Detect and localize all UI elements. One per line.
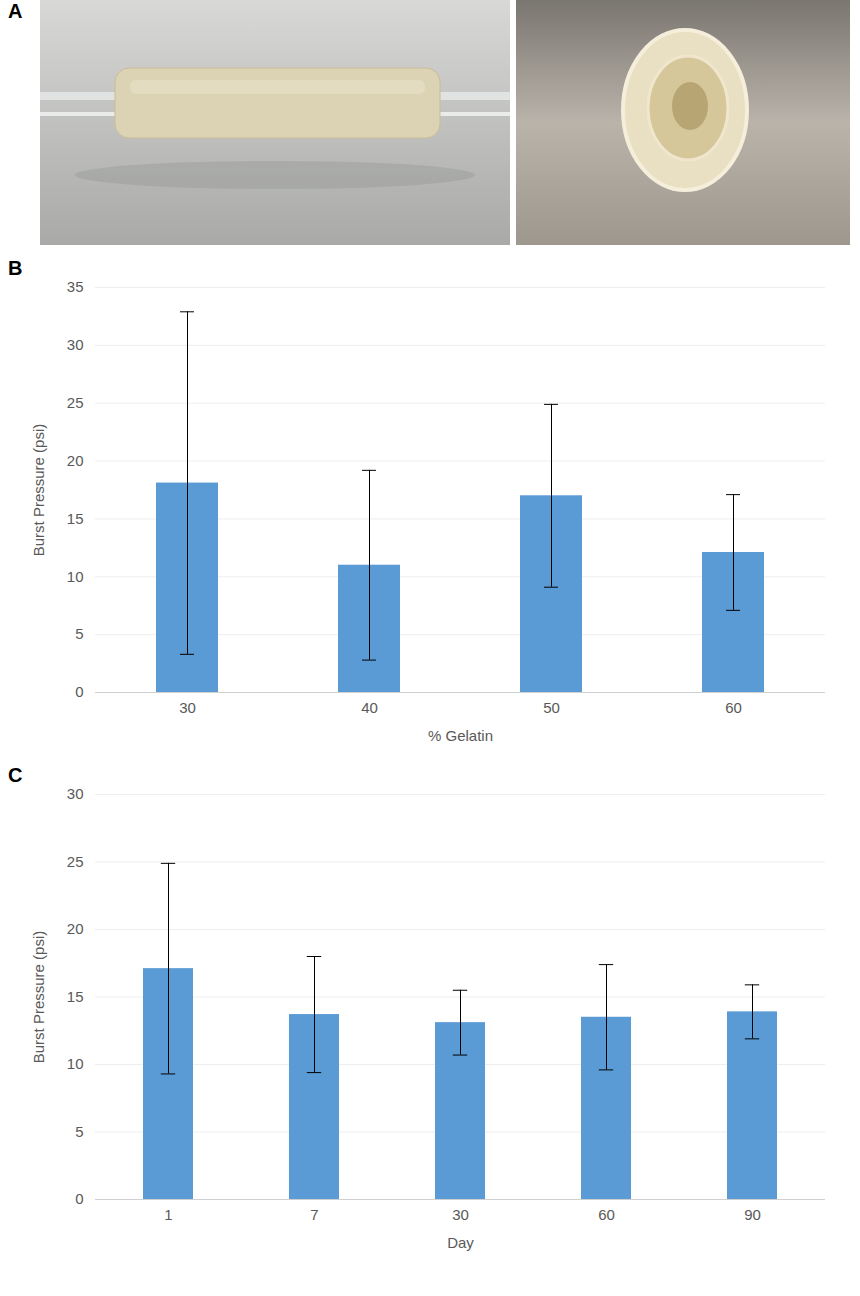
svg-text:0: 0: [75, 683, 83, 700]
svg-text:60: 60: [725, 699, 742, 716]
svg-text:Burst Pressure (psi): Burst Pressure (psi): [30, 424, 47, 557]
html-text:A: A: [8, 0, 23, 22]
html-text:C: C: [8, 764, 23, 786]
svg-text:60: 60: [598, 1206, 615, 1223]
svg-text:25: 25: [67, 394, 84, 411]
svg-text:15: 15: [67, 988, 84, 1005]
svg-text:10: 10: [67, 1055, 84, 1072]
svg-text:Burst Pressure (psi): Burst Pressure (psi): [30, 931, 47, 1064]
svg-text:7: 7: [310, 1206, 318, 1223]
svg-text:1: 1: [164, 1206, 172, 1223]
svg-text:30: 30: [452, 1206, 469, 1223]
svg-text:Day: Day: [447, 1234, 474, 1251]
html-text:B: B: [8, 257, 23, 279]
svg-text:10: 10: [67, 568, 84, 585]
svg-text:% Gelatin: % Gelatin: [428, 727, 493, 744]
svg-text:30: 30: [67, 785, 84, 802]
svg-text:20: 20: [67, 452, 84, 469]
svg-text:5: 5: [75, 1123, 83, 1140]
svg-text:30: 30: [67, 336, 84, 353]
svg-text:30: 30: [179, 699, 196, 716]
svg-text:50: 50: [543, 699, 560, 716]
svg-text:15: 15: [67, 510, 84, 527]
svg-text:90: 90: [744, 1206, 761, 1223]
svg-text:0: 0: [75, 1190, 83, 1207]
svg-text:25: 25: [67, 853, 84, 870]
svg-text:40: 40: [361, 699, 378, 716]
svg-text:35: 35: [67, 278, 84, 295]
svg-text:20: 20: [67, 920, 84, 937]
svg-text:5: 5: [75, 625, 83, 642]
